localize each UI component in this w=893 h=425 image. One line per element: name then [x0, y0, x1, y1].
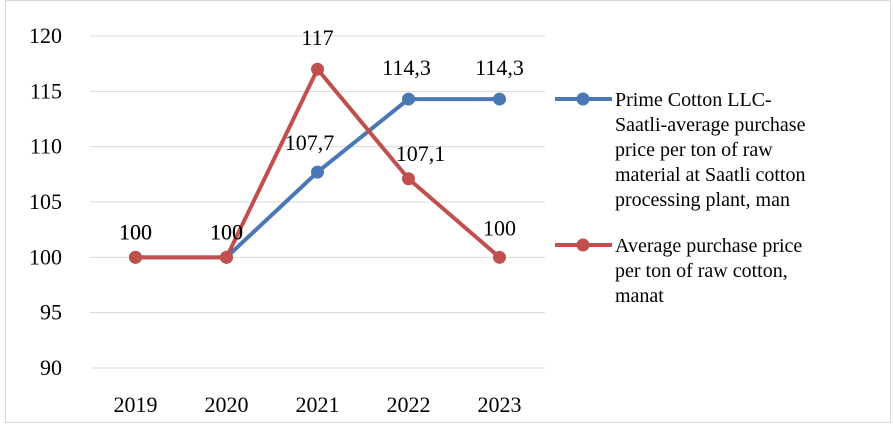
legend-entry-text: material at Saatli cotton: [615, 164, 806, 186]
data-point: [402, 92, 415, 106]
legend-swatch-marker: [576, 92, 590, 106]
data-point: [493, 250, 506, 264]
y-tick-label: 95: [40, 300, 62, 325]
data-label: 114,3: [475, 55, 524, 80]
y-tick-label: 105: [29, 189, 62, 214]
data-point: [220, 250, 233, 264]
legend-entry-text: price per ton of raw: [615, 139, 773, 161]
y-axis-ticks: 90 95 100 105 110 115 120: [29, 23, 62, 380]
data-label: 100: [210, 219, 243, 244]
x-tick-label: 2020: [205, 392, 249, 417]
x-tick-label: 2023: [478, 392, 522, 417]
legend-entry-text: per ton of raw cotton,: [615, 260, 788, 282]
data-point: [311, 62, 324, 76]
x-tick-label: 2022: [387, 392, 431, 417]
data-label: 114,3: [382, 55, 431, 80]
y-tick-label: 115: [30, 78, 62, 103]
y-tick-label: 120: [29, 23, 62, 48]
x-tick-label: 2021: [296, 392, 340, 417]
legend-swatch-marker: [576, 238, 590, 252]
x-axis-ticks: 2019 2020 2021 2022 2023: [114, 392, 522, 417]
data-point: [402, 172, 415, 186]
data-label: 117: [301, 25, 333, 50]
data-label: 100: [119, 219, 152, 244]
legend-entry-text: Prime Cotton LLC-: [615, 89, 772, 111]
series-lines: [129, 62, 506, 264]
data-point: [493, 92, 506, 106]
data-point: [129, 250, 142, 264]
data-label: 100: [210, 219, 243, 244]
data-label: 107,1: [396, 141, 446, 166]
data-label: 107,7: [285, 130, 335, 155]
legend-entry-text: Average purchase price: [615, 235, 802, 257]
y-tick-label: 90: [40, 355, 62, 380]
legend: Prime Cotton LLC- Saatli-average purchase…: [555, 89, 806, 307]
data-point: [311, 165, 324, 179]
legend-entry-text: manat: [615, 285, 664, 307]
data-label: 100: [483, 215, 516, 240]
y-tick-label: 110: [30, 134, 62, 159]
gridlines: [90, 35, 545, 369]
legend-entry-text: Saatli-average purchase: [615, 114, 806, 136]
data-label: 100: [119, 219, 152, 244]
y-tick-label: 100: [29, 244, 62, 269]
legend-entry-text: processing plant, man: [615, 189, 790, 211]
x-tick-label: 2019: [114, 392, 158, 417]
